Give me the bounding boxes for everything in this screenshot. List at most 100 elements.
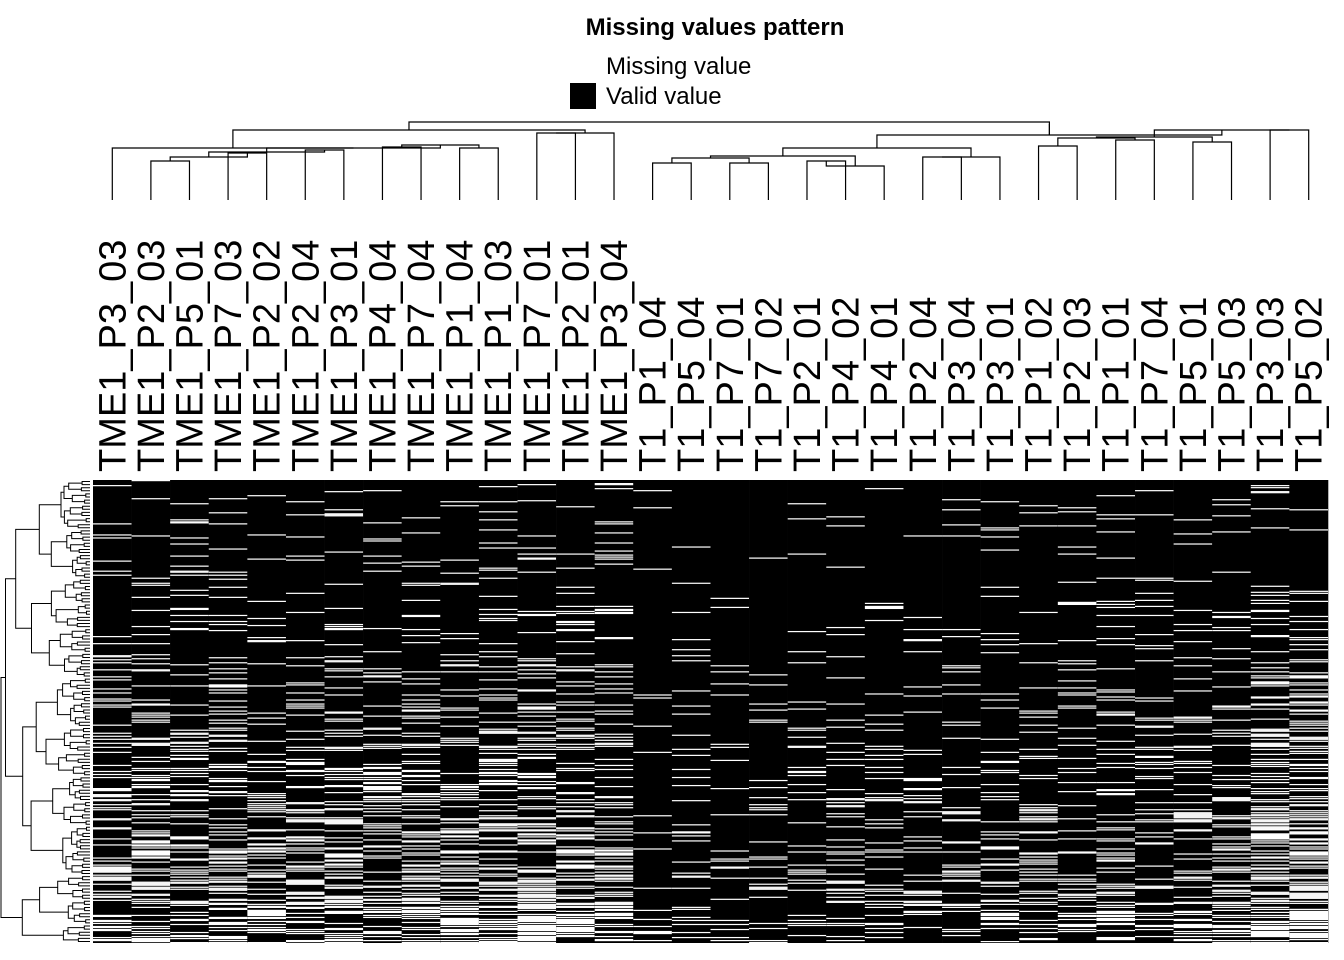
legend-swatch-missing bbox=[570, 53, 596, 79]
heatmap-cell-missing bbox=[131, 663, 171, 665]
row-dendrogram-branch bbox=[72, 766, 85, 774]
heatmap-cell-missing bbox=[517, 772, 557, 775]
heatmap-cell-missing bbox=[942, 864, 981, 866]
heatmap-cell-missing bbox=[401, 762, 441, 765]
heatmap-cell-missing bbox=[208, 935, 248, 938]
heatmap-cell-missing bbox=[478, 810, 518, 812]
heatmap-cell-missing bbox=[1250, 926, 1290, 929]
heatmap-cell-missing bbox=[556, 867, 595, 869]
row-dendrogram-branch bbox=[83, 734, 90, 739]
heatmap-cell-missing bbox=[1057, 553, 1097, 555]
heatmap-cell-missing bbox=[633, 832, 672, 834]
heatmap-cell-missing bbox=[170, 937, 209, 940]
heatmap-cell-missing bbox=[93, 656, 132, 658]
heatmap-cell-missing bbox=[401, 928, 441, 931]
heatmap-cell-missing bbox=[556, 879, 595, 881]
heatmap-cell-missing bbox=[1250, 697, 1290, 699]
heatmap-cell-missing bbox=[324, 804, 364, 806]
heatmap-column bbox=[1057, 480, 1097, 943]
heatmap-cell-missing bbox=[1057, 899, 1097, 901]
heatmap-cell-missing bbox=[1057, 601, 1097, 603]
heatmap-cell-missing bbox=[131, 535, 171, 537]
heatmap-cell-missing bbox=[93, 857, 132, 859]
heatmap-cell-missing bbox=[285, 738, 325, 740]
heatmap-cell-missing bbox=[1057, 838, 1097, 840]
heatmap-cell-missing bbox=[363, 925, 402, 928]
heatmap-cell-missing bbox=[478, 928, 518, 931]
heatmap-cell-missing bbox=[594, 938, 634, 941]
heatmap-cell-missing bbox=[131, 845, 171, 847]
heatmap-cell-missing bbox=[401, 722, 441, 724]
heatmap-cell-missing bbox=[556, 681, 595, 683]
heatmap-cell-missing bbox=[478, 873, 518, 875]
heatmap-cell-missing bbox=[1289, 592, 1328, 594]
heatmap-cell-missing bbox=[131, 938, 171, 941]
row-dendrogram-branch bbox=[30, 800, 63, 851]
heatmap-cell-missing bbox=[170, 594, 209, 596]
row-dendrogram-branch bbox=[78, 931, 90, 936]
heatmap-cell-missing bbox=[594, 903, 634, 905]
heatmap-cell-missing bbox=[980, 869, 1020, 871]
heatmap-cell-missing bbox=[903, 910, 943, 912]
column-label: T1_P7_01 bbox=[710, 297, 752, 472]
heatmap-cell-missing bbox=[170, 754, 209, 756]
row-dendrogram-branch bbox=[83, 925, 90, 930]
heatmap-cell-missing bbox=[1135, 577, 1174, 579]
heatmap-cell-missing bbox=[208, 512, 248, 514]
heatmap-cell-missing bbox=[324, 819, 364, 821]
heatmap-cell-missing bbox=[131, 703, 171, 705]
heatmap-cell-missing bbox=[1096, 790, 1136, 792]
heatmap-cell-missing bbox=[1019, 938, 1058, 941]
heatmap-cell-missing bbox=[363, 895, 402, 897]
heatmap-cell-missing bbox=[363, 788, 402, 790]
heatmap-cell-missing bbox=[1057, 660, 1097, 662]
heatmap-cell-missing bbox=[208, 916, 248, 919]
heatmap-cell-missing bbox=[556, 704, 595, 706]
heatmap-cell-missing bbox=[826, 882, 865, 884]
heatmap-cell-missing bbox=[401, 770, 441, 773]
heatmap-cell-missing bbox=[517, 660, 557, 662]
heatmap-cell-missing bbox=[208, 686, 248, 688]
heatmap-cell-missing bbox=[93, 926, 132, 929]
heatmap-cell-missing bbox=[517, 780, 557, 783]
heatmap-cell-missing bbox=[440, 863, 479, 865]
heatmap-cell-missing bbox=[247, 844, 286, 846]
heatmap-cell-missing bbox=[324, 627, 364, 630]
row-dendrogram-branch bbox=[85, 629, 90, 634]
heatmap-cell-missing bbox=[478, 651, 518, 653]
heatmap-cell-missing bbox=[671, 906, 711, 908]
heatmap-cell-missing bbox=[208, 719, 248, 721]
heatmap-cell-missing bbox=[864, 488, 904, 490]
heatmap-cell-missing bbox=[1135, 748, 1174, 750]
heatmap-cell-missing bbox=[93, 828, 132, 830]
heatmap-cell-missing bbox=[1250, 853, 1290, 855]
heatmap-cell-missing bbox=[1096, 911, 1136, 914]
heatmap-cell-missing bbox=[247, 906, 286, 908]
heatmap-cell-missing bbox=[826, 853, 865, 855]
heatmap-cell-missing bbox=[633, 751, 672, 753]
heatmap-cell-missing bbox=[556, 711, 595, 713]
heatmap-cell-missing bbox=[285, 939, 325, 942]
heatmap-cell-missing bbox=[787, 518, 827, 520]
heatmap-cell-missing bbox=[1289, 649, 1328, 651]
row-dendrogram-branch bbox=[84, 752, 90, 757]
heatmap-cell-missing bbox=[1057, 914, 1097, 917]
dendrogram-branch bbox=[536, 132, 577, 200]
heatmap-cell-missing bbox=[787, 873, 827, 875]
heatmap-cell-missing bbox=[826, 516, 865, 518]
heatmap-cell-missing bbox=[749, 887, 788, 889]
row-dendrogram-branch bbox=[79, 666, 90, 671]
heatmap-cell-missing bbox=[1289, 848, 1328, 850]
heatmap-cell-missing bbox=[324, 628, 364, 631]
heatmap-cell-missing bbox=[440, 836, 479, 838]
heatmap-cell-missing bbox=[1250, 850, 1290, 852]
dendrogram-branch bbox=[729, 162, 769, 200]
heatmap-cell-missing bbox=[401, 760, 441, 763]
heatmap-cell-missing bbox=[903, 798, 943, 800]
heatmap-cell-missing bbox=[942, 928, 981, 931]
heatmap-cell-missing bbox=[517, 866, 557, 868]
heatmap-cell-missing bbox=[401, 906, 441, 908]
heatmap-cell-missing bbox=[401, 899, 441, 901]
heatmap-cell-missing bbox=[440, 660, 479, 662]
heatmap-cell-missing bbox=[1057, 603, 1097, 606]
